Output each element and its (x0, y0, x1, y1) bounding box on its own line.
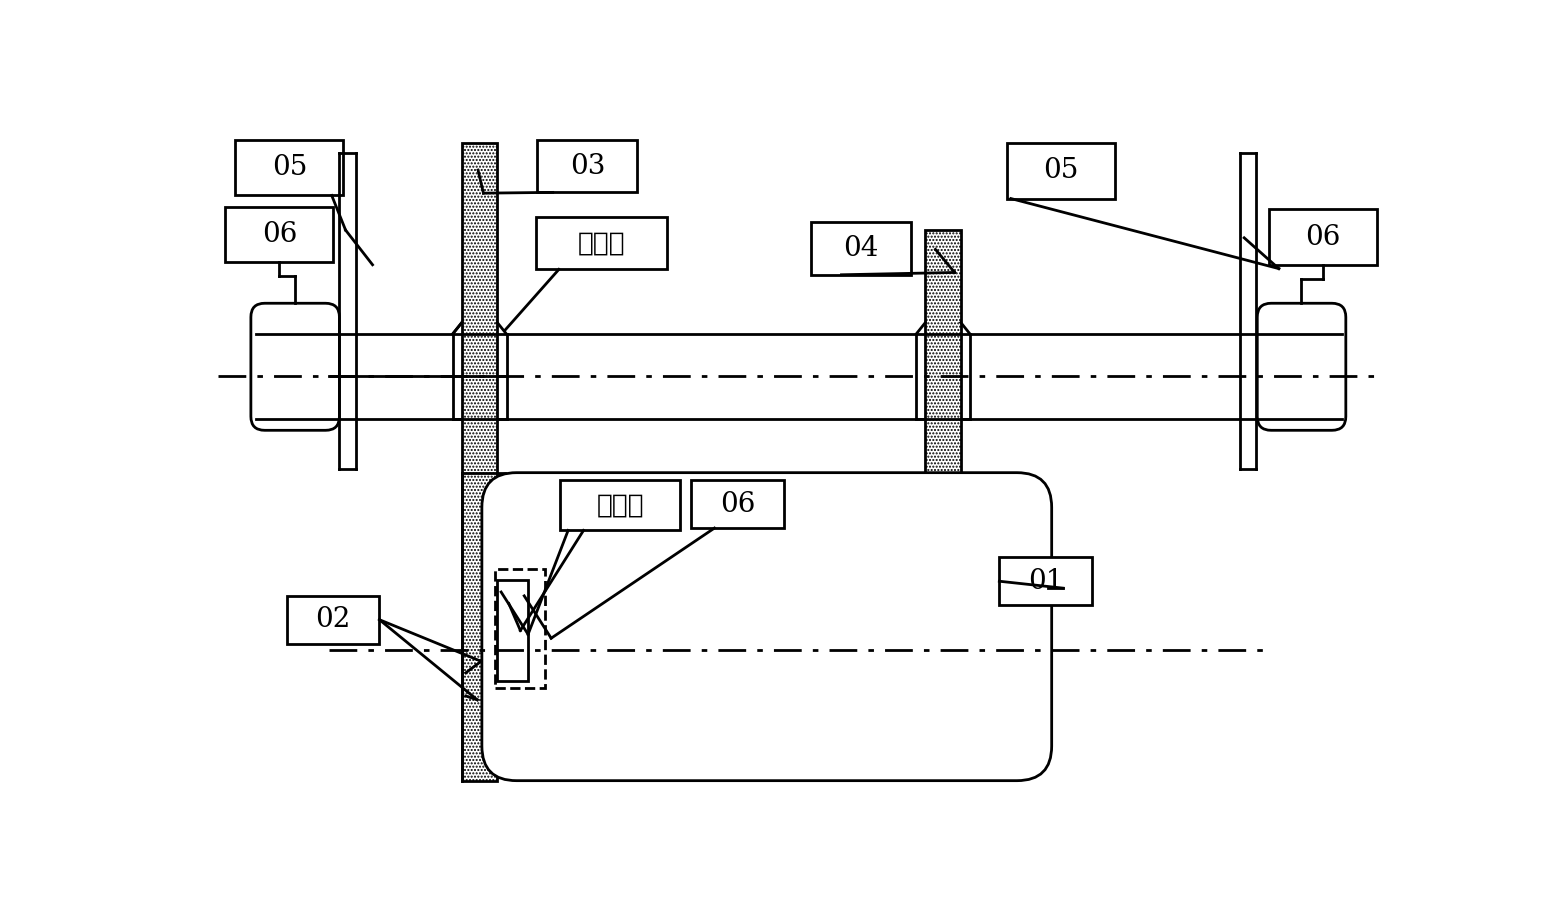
Text: 04: 04 (842, 235, 878, 262)
Bar (495, 569, 545, 689)
Bar (1269, 210, 1376, 265)
Bar (691, 480, 783, 528)
Bar (1007, 143, 1115, 198)
Bar (226, 207, 333, 262)
Text: 05: 05 (271, 154, 307, 181)
Bar (1000, 557, 1091, 605)
Text: 过渡带: 过渡带 (578, 231, 624, 256)
Text: 01: 01 (1028, 568, 1063, 594)
Bar (537, 140, 637, 192)
FancyBboxPatch shape (251, 304, 339, 430)
Text: 06: 06 (719, 491, 755, 518)
Text: 02: 02 (316, 606, 350, 633)
Bar (497, 581, 528, 680)
Bar (925, 230, 961, 496)
Text: 过渡带: 过渡带 (596, 493, 645, 518)
Bar (235, 140, 343, 196)
Text: 05: 05 (1043, 157, 1079, 185)
Bar (811, 222, 911, 275)
Text: 03: 03 (570, 152, 606, 180)
Text: 06: 06 (1305, 223, 1341, 250)
Text: 06: 06 (262, 222, 297, 248)
Bar (561, 480, 680, 531)
Bar (462, 143, 497, 781)
Bar (536, 217, 666, 270)
FancyBboxPatch shape (481, 473, 1051, 781)
Bar (286, 596, 380, 643)
FancyBboxPatch shape (1256, 304, 1345, 430)
